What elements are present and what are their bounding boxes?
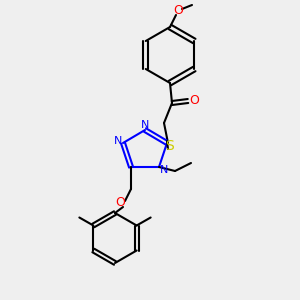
Text: O: O [189,94,199,107]
Text: O: O [115,196,125,209]
Text: N: N [114,136,122,146]
Text: N: N [141,120,149,130]
Text: O: O [173,4,183,17]
Text: S: S [166,139,174,153]
Text: N: N [160,165,168,175]
